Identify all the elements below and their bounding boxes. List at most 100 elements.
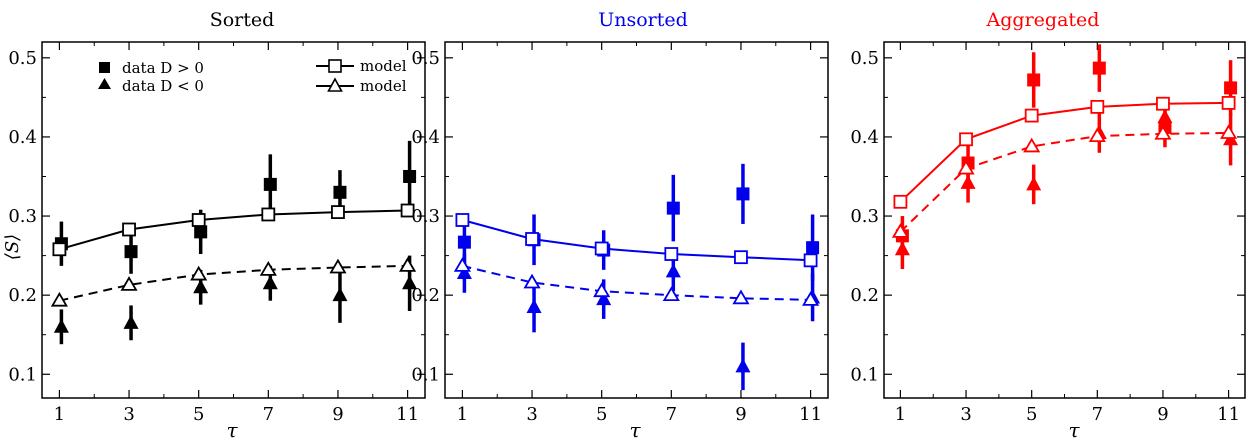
data-point-square [736, 187, 750, 201]
data-point-triangle [735, 358, 751, 373]
data-point-triangle [456, 265, 472, 280]
x-tick-label: 3 [960, 404, 971, 425]
y-tick-label: 0.2 [411, 285, 440, 306]
y-tick-label: 0.4 [8, 127, 37, 148]
model-point-triangle [453, 257, 471, 272]
x-tick-label: 11 [1217, 404, 1240, 425]
data-point-triangle [596, 291, 612, 306]
data-point-triangle [1026, 176, 1042, 191]
model-point-square [1156, 96, 1170, 111]
x-tick-label: 3 [526, 404, 537, 425]
panel-aggregated: Aggregated τ 0.1 0.2 0.3 0.4 0.5 1 3 5 7 9 11 [850, 9, 1246, 442]
panel-unsorted: Unsorted τ 0.1 0.2 0.3 0.4 0.5 1 3 5 7 9 11 [411, 9, 829, 442]
y-tick-label: 0.2 [850, 285, 879, 306]
model-point-triangle [891, 223, 909, 238]
data-point-triangle [53, 318, 69, 333]
data-point-triangle [332, 287, 348, 302]
model-point-square [1090, 99, 1105, 114]
model-line-dashed [462, 264, 811, 301]
model-line-dashed [899, 132, 1229, 233]
data-point-triangle [123, 314, 139, 329]
plot-frame [883, 41, 1246, 399]
model-point-triangle [120, 276, 138, 291]
model-point-triangle [259, 261, 277, 276]
y-tick-label: 0.1 [850, 364, 879, 385]
model-line-solid [59, 209, 408, 251]
x-axis-label: τ [226, 418, 238, 442]
x-tick-label: 9 [1157, 404, 1168, 425]
data-point-square [457, 235, 471, 249]
model-point-square [594, 241, 609, 256]
x-tick-label: 7 [263, 404, 274, 425]
y-axis-label: ⟨S⟩ [2, 234, 23, 260]
data-point-square [403, 169, 417, 183]
x-tick-label: 7 [666, 404, 677, 425]
model-point-triangle [50, 291, 68, 307]
y-tick-label: 0.4 [850, 127, 879, 148]
model-point-square [261, 207, 276, 222]
y-tick-label: 0.2 [8, 285, 37, 306]
plot-area: 0.1 0.2 0.3 0.4 0.5 1 3 5 7 9 11 [411, 41, 829, 425]
model-point-triangle [190, 265, 208, 281]
legend-marker-filled-triangle [98, 78, 111, 89]
model-point-square [959, 132, 973, 147]
data-point-triangle [402, 275, 418, 290]
model-point-triangle [1023, 137, 1041, 153]
plot-frame [444, 41, 829, 399]
plot-area: 0.1 0.2 0.3 0.4 0.5 1 3 5 7 9 11 [8, 41, 426, 425]
legend-entry: model [360, 57, 407, 75]
model-point-square [1221, 96, 1236, 110]
model-point-square [52, 242, 67, 257]
model-point-square [803, 253, 818, 268]
x-tick-label: 1 [457, 404, 468, 425]
y-tick-label: 0.1 [411, 364, 440, 385]
model-point-square [400, 203, 415, 218]
data-point-triangle [262, 275, 278, 290]
model-line-solid [462, 219, 811, 262]
legend-marker-open-triangle [327, 77, 343, 92]
legend-entry: data D > 0 [122, 59, 204, 77]
chart-title: Aggregated [986, 9, 1100, 31]
model-line-solid [899, 101, 1229, 203]
model-point-triangle [662, 286, 680, 302]
x-tick-label: 11 [396, 404, 419, 425]
x-tick-label: 5 [596, 404, 607, 425]
y-tick-label: 0.1 [8, 364, 37, 385]
x-tick-label: 1 [54, 404, 65, 425]
model-point-triangle [523, 273, 541, 289]
data-point-square [124, 245, 138, 259]
data-point-square [263, 177, 277, 191]
model-point-square [331, 205, 345, 219]
x-tick-label: 5 [193, 404, 204, 425]
model-point-square [1024, 108, 1039, 123]
legend-entry: data D < 0 [122, 77, 204, 95]
data-point-triangle [526, 299, 542, 314]
x-tick-label: 5 [1026, 404, 1037, 425]
model-point-square [893, 194, 908, 209]
model-point-square [664, 247, 679, 261]
y-tick-label: 0.3 [8, 206, 37, 227]
model-point-triangle [1220, 124, 1238, 139]
data-point-triangle [665, 263, 681, 278]
model-point-square [122, 222, 136, 237]
model-point-triangle [1088, 127, 1106, 143]
panel-sorted: Sorted ⟨S⟩ τ 0.1 0.2 0.3 0.4 0.5 1 3 5 7 9 11 data… [2, 9, 426, 442]
data-point-square [1027, 73, 1041, 87]
x-tick-label: 1 [895, 404, 906, 425]
y-tick-label: 0.4 [411, 127, 440, 148]
y-tick-label: 0.3 [850, 206, 879, 227]
data-point-square [1224, 81, 1238, 95]
data-point-square [333, 185, 347, 199]
x-tick-label: 7 [1092, 404, 1103, 425]
y-tick-label: 0.5 [850, 48, 879, 69]
legend-marker-open-square [328, 59, 342, 73]
model-point-square [525, 232, 539, 246]
x-tick-label: 3 [123, 404, 134, 425]
model-line-dashed [59, 264, 408, 302]
x-tick-label: 9 [332, 404, 343, 425]
x-axis-label: τ [1068, 418, 1080, 442]
data-point-square [194, 225, 208, 239]
model-point-square [734, 250, 748, 265]
model-point-triangle [1154, 124, 1172, 140]
